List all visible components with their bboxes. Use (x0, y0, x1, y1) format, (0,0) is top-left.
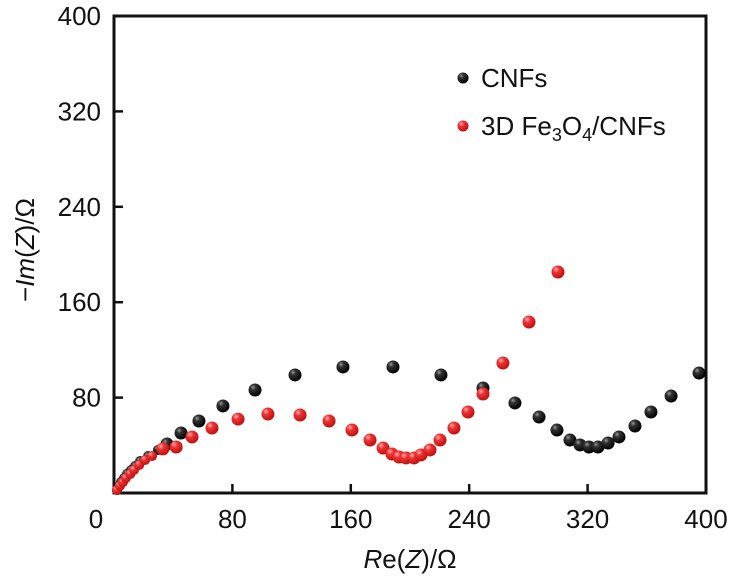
y-tick-label: 240 (58, 192, 101, 222)
x-axis-title-part: R (363, 544, 382, 574)
data-point (363, 433, 377, 447)
legend-text-part: CNFs (481, 63, 547, 93)
x-tick-label: 400 (684, 504, 727, 534)
data-point (628, 419, 642, 433)
x-tick-label: 320 (566, 504, 609, 534)
data-point (288, 368, 302, 382)
data-point (216, 399, 230, 413)
y-axis-title-part: − (10, 287, 40, 302)
data-point (692, 366, 706, 380)
x-axis-title-part: )/Ω (421, 544, 456, 574)
data-point (169, 440, 183, 454)
data-point (174, 426, 188, 440)
data-point (231, 412, 245, 426)
data-point (147, 451, 158, 462)
y-tick-label: 80 (72, 383, 101, 413)
data-point (434, 368, 448, 382)
y-axis-title: −Im(Z)/Ω (10, 198, 40, 302)
data-point (293, 408, 307, 422)
data-point (508, 396, 522, 410)
data-point (550, 423, 564, 437)
legend-marker (457, 72, 469, 84)
x-tick-label: 160 (329, 504, 372, 534)
y-axis-title-part: Im (10, 258, 40, 287)
data-point (336, 360, 350, 374)
data-point (582, 440, 596, 454)
legend-marker (457, 120, 469, 132)
y-axis-title-part: ( (10, 249, 40, 258)
data-point (447, 421, 461, 435)
data-point (476, 387, 490, 401)
data-point (423, 443, 437, 457)
data-point (664, 389, 678, 403)
legend-label: CNFs (481, 63, 547, 93)
y-tick-label: 320 (58, 96, 101, 126)
data-point (496, 356, 510, 370)
y-axis-title-part: )/Ω (10, 198, 40, 233)
legend-label: 3D Fe3O4/CNFs (481, 111, 666, 145)
data-point (601, 436, 615, 450)
data-point (322, 414, 336, 428)
origin-tick-label: 0 (89, 504, 103, 534)
data-point (156, 442, 170, 456)
plot-frame (112, 14, 708, 495)
data-point (185, 430, 199, 444)
data-point (563, 433, 577, 447)
data-point (205, 421, 219, 435)
data-point (248, 383, 262, 397)
x-tick-label: 240 (448, 504, 491, 534)
series-fe3o4-cnfs (111, 265, 565, 496)
y-axis-title-part: Z (10, 232, 40, 250)
legend-text-part: 3D Fe (481, 111, 552, 141)
data-point (386, 360, 400, 374)
y-tick-label: 400 (58, 1, 101, 31)
data-point (433, 433, 447, 447)
legend-text-part: /CNFs (592, 111, 666, 141)
x-axis-title: Re(Z)/Ω (363, 544, 456, 574)
data-point (261, 407, 275, 421)
series-cnfs (111, 360, 706, 496)
y-tick-label: 160 (58, 287, 101, 317)
x-axis-title-part: Z (404, 544, 422, 574)
data-point (192, 414, 206, 428)
data-point (532, 410, 546, 424)
data-point (461, 405, 475, 419)
data-point (591, 440, 605, 454)
data-point (612, 430, 626, 444)
data-point (345, 423, 359, 437)
x-axis-title-part: e( (382, 544, 405, 574)
data-point (522, 315, 536, 329)
data-point (644, 405, 658, 419)
legend-subscript: 3 (552, 125, 562, 145)
x-tick-label: 80 (218, 504, 247, 534)
data-point (551, 265, 565, 279)
legend-text-part: O (562, 111, 582, 141)
legend-subscript: 4 (582, 125, 592, 145)
